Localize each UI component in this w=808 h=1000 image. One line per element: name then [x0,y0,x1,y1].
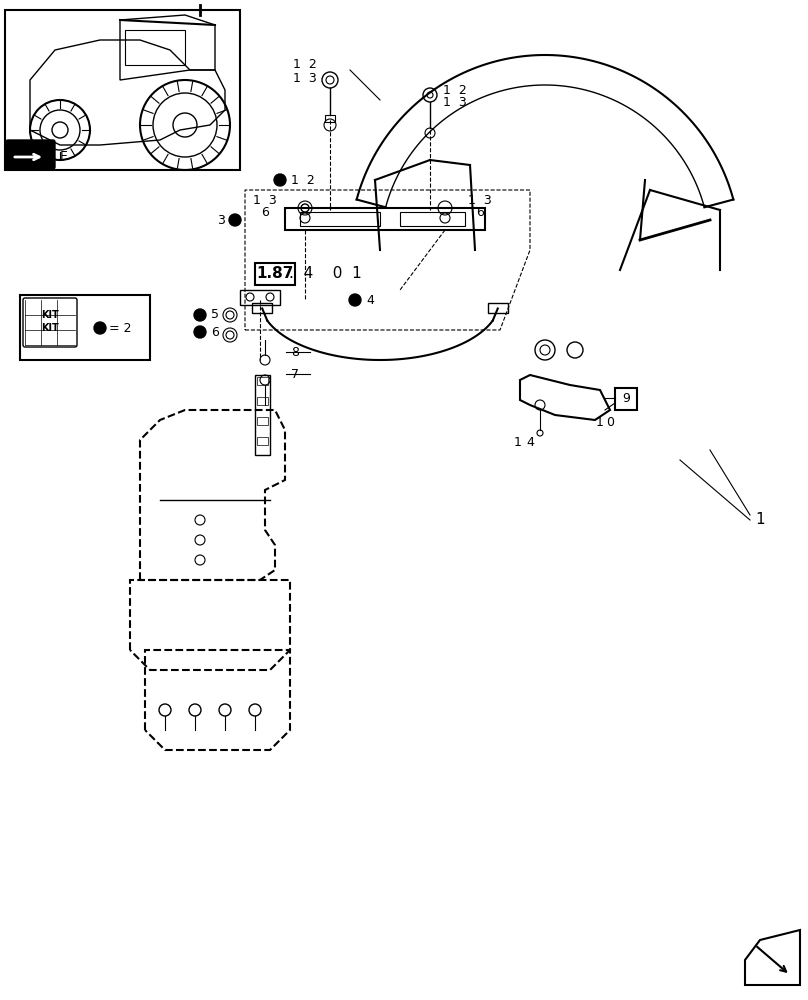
Circle shape [94,322,106,334]
Bar [255,375,270,455]
Text: 4: 4 [526,436,534,448]
Circle shape [194,309,206,321]
FancyBboxPatch shape [23,298,77,347]
Bar [20,295,150,360]
Text: 6: 6 [476,207,484,220]
Text: 1.87: 1.87 [256,265,293,280]
Text: KIT: KIT [41,310,59,320]
Text: 1: 1 [596,416,604,428]
FancyBboxPatch shape [6,140,55,169]
Bar [5,10,240,170]
Text: 6: 6 [261,207,269,220]
Bar [257,417,268,425]
Text: 1  3: 1 3 [293,72,317,85]
Bar [257,397,268,405]
Circle shape [194,326,206,338]
Text: KIT: KIT [41,323,59,333]
Bar [257,377,268,385]
Bar [255,263,295,285]
Text: 7: 7 [291,368,299,381]
Bar [240,290,280,305]
Text: 1  3: 1 3 [468,194,492,207]
Text: 0: 0 [606,416,614,428]
Bar [257,437,268,445]
Text: 9: 9 [622,391,630,404]
Text: E: E [60,150,68,163]
Text: .  4    0  1: . 4 0 1 [288,265,361,280]
Bar [252,303,272,313]
Text: 1  2: 1 2 [293,58,317,72]
Text: 3: 3 [217,214,225,227]
Text: 1  3: 1 3 [443,97,467,109]
Bar [285,208,485,230]
Bar [400,212,465,226]
Circle shape [274,174,286,186]
Text: 1  2: 1 2 [443,84,467,97]
Text: 1  3: 1 3 [253,194,277,207]
Bar [125,30,185,65]
Text: 6: 6 [211,326,219,338]
Circle shape [349,294,361,306]
Bar [325,115,335,122]
Text: 5: 5 [211,308,219,322]
Text: 1  2: 1 2 [291,174,315,186]
Text: 1: 1 [514,436,522,448]
Text: 1: 1 [755,512,765,528]
Bar [300,212,380,226]
Circle shape [229,214,241,226]
Bar [615,388,637,410]
Text: = 2: = 2 [109,322,131,334]
Text: 8: 8 [291,346,299,359]
Bar [488,303,507,313]
Text: 4: 4 [366,294,374,306]
